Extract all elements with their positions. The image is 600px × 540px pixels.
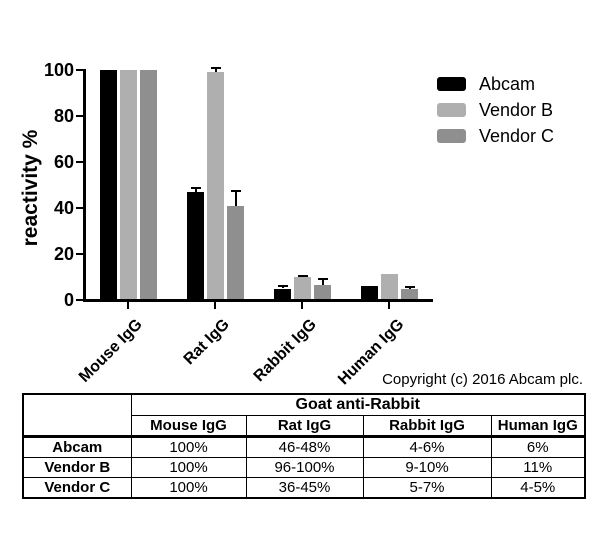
x-tick-3 xyxy=(388,302,390,309)
bar-abcam-3 xyxy=(361,285,378,299)
y-axis-line xyxy=(83,69,86,302)
bar-vendor-b-2 xyxy=(294,277,311,299)
table-row-label: Abcam xyxy=(22,436,132,458)
legend-swatch-abcam xyxy=(437,77,466,91)
y-tick-label-20: 20 xyxy=(53,244,74,264)
table-cell: 96-100% xyxy=(245,457,364,478)
legend-item-vendor-c: Vendor C xyxy=(437,126,555,146)
bar-vendor-b-0 xyxy=(120,70,137,299)
table-group-header: Goat anti-Rabbit xyxy=(130,393,586,416)
error-bar-stem xyxy=(214,68,217,73)
error-bar-cap xyxy=(190,187,201,190)
x-category-label-2: Rabbit IgG xyxy=(250,316,321,386)
error-bar-stem xyxy=(281,286,284,289)
table-corner-cell xyxy=(22,393,132,438)
table-cell: 100% xyxy=(130,436,247,458)
table-cell: 46-48% xyxy=(245,436,364,458)
y-tick-label-100: 100 xyxy=(43,60,74,80)
x-tick-1 xyxy=(214,302,216,309)
y-tick-label-40: 40 xyxy=(53,198,74,218)
bar-vendor-c-3 xyxy=(401,288,418,299)
table-cell: 5-7% xyxy=(362,477,492,499)
x-category-label-1: Rat IgG xyxy=(180,316,234,369)
table-row-vendor-c: Vendor C 100% 36-45% 5-7% 4-5% xyxy=(22,477,586,499)
table-col-header-human: Human IgG xyxy=(490,415,586,438)
bar-vendor-c-1 xyxy=(227,205,244,299)
table-cell: 100% xyxy=(130,477,247,499)
bar-vendor-c-2 xyxy=(314,285,331,299)
table-cell: 36-45% xyxy=(245,477,364,499)
x-tick-2 xyxy=(301,302,303,309)
error-bar-cap xyxy=(404,286,415,289)
y-tick-label-60: 60 xyxy=(53,152,74,172)
table-col-header-rat: Rat IgG xyxy=(245,415,364,438)
bar-vendor-c-0 xyxy=(140,70,157,299)
table-cell: 11% xyxy=(490,457,586,478)
y-tick-80 xyxy=(76,115,83,117)
error-bar-cap xyxy=(230,189,241,192)
y-tick-100 xyxy=(76,69,83,71)
y-tick-60 xyxy=(76,161,83,163)
error-bar-cap xyxy=(317,277,328,280)
y-tick-label-80: 80 xyxy=(53,106,74,126)
error-bar-cap xyxy=(277,285,288,288)
table-cell: 100% xyxy=(130,457,247,478)
y-tick-label-0: 0 xyxy=(63,290,74,310)
table-cell: 6% xyxy=(490,436,586,458)
x-axis-line xyxy=(83,299,433,302)
error-bar-stem xyxy=(321,278,324,286)
legend-item-abcam: Abcam xyxy=(437,74,554,94)
table-cell: 4-6% xyxy=(362,436,492,458)
bar-vendor-b-1 xyxy=(207,72,224,299)
bar-abcam-2 xyxy=(274,288,291,299)
error-bar-stem xyxy=(194,188,197,192)
legend: Abcam Vendor B Vendor C xyxy=(437,74,555,155)
error-bar-stem xyxy=(234,190,237,206)
y-tick-0 xyxy=(76,299,83,301)
bar-abcam-0 xyxy=(100,70,117,299)
bar-abcam-1 xyxy=(187,191,204,299)
table-col-header-rabbit: Rabbit IgG xyxy=(362,415,492,438)
error-bar-cap xyxy=(210,67,221,70)
table-row-vendor-b: Vendor B 100% 96-100% 9-10% 11% xyxy=(22,457,586,478)
legend-label: Abcam xyxy=(479,74,536,94)
y-tick-20 xyxy=(76,253,83,255)
reactivity-table: Goat anti-Rabbit Mouse IgG Rat IgG Rabbi… xyxy=(22,393,586,499)
legend-swatch-vendor-c xyxy=(437,129,466,143)
y-tick-40 xyxy=(76,207,83,209)
legend-item-vendor-b: Vendor B xyxy=(437,100,554,120)
error-bar-cap xyxy=(297,274,308,277)
legend-label: Vendor C xyxy=(479,126,555,146)
bar-vendor-b-3 xyxy=(381,273,398,299)
legend-swatch-vendor-b xyxy=(437,103,466,117)
x-category-label-0: Mouse IgG xyxy=(76,316,147,386)
table-cell: 9-10% xyxy=(362,457,492,478)
table-row-abcam: Abcam 100% 46-48% 4-6% 6% xyxy=(22,436,586,458)
x-tick-0 xyxy=(127,302,129,309)
table-row-label: Vendor C xyxy=(22,477,132,499)
legend-label: Vendor B xyxy=(479,100,554,120)
copyright-text: Copyright (c) 2016 Abcam plc. xyxy=(382,371,583,388)
table-row-label: Vendor B xyxy=(22,457,132,478)
table-col-header-mouse: Mouse IgG xyxy=(130,415,247,438)
table-cell: 4-5% xyxy=(490,477,586,499)
